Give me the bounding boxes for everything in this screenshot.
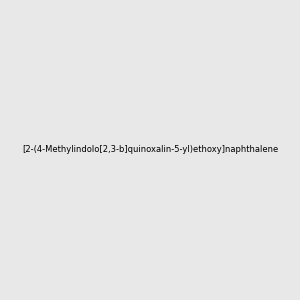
Text: [2-(4-Methylindolo[2,3-b]quinoxalin-5-yl)ethoxy]naphthalene: [2-(4-Methylindolo[2,3-b]quinoxalin-5-yl… xyxy=(22,146,278,154)
